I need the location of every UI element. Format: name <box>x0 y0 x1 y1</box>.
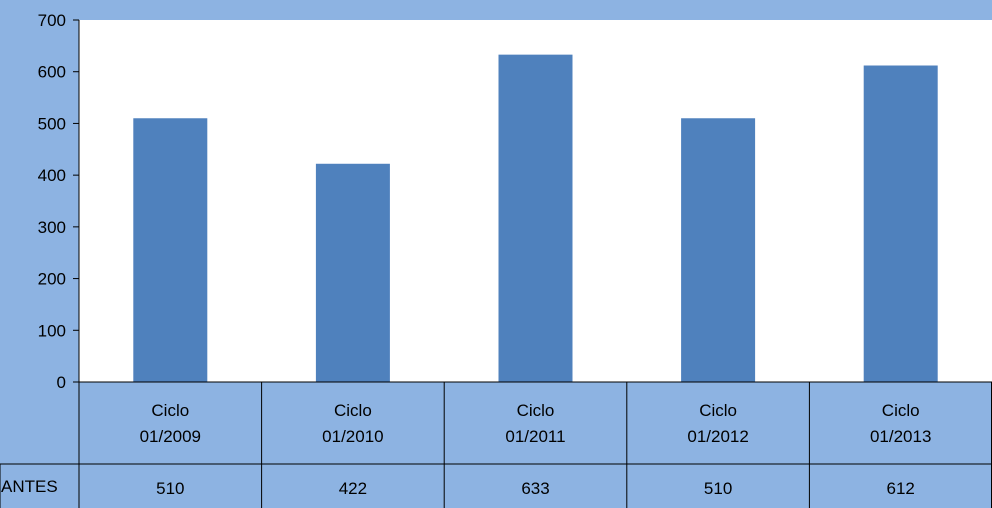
x-category-label: Ciclo 01/2010 <box>322 401 383 446</box>
bar <box>133 118 207 382</box>
x-category-label: Ciclo 01/2012 <box>687 401 748 446</box>
y-tick-label: 400 <box>38 166 66 185</box>
y-tick-label: 100 <box>38 321 66 340</box>
bar <box>316 164 390 382</box>
data-table-value: 422 <box>339 479 367 498</box>
y-tick-label: 700 <box>38 11 66 30</box>
bar <box>864 66 938 382</box>
data-table-value: 633 <box>521 479 549 498</box>
data-table: Ciclo 01/2009 Ciclo 01/2010 Ciclo 01/2011 Cicl… <box>0 382 992 508</box>
y-tick-label: 0 <box>57 373 66 392</box>
data-table-value: 510 <box>704 479 732 498</box>
x-category-label: Ciclo 01/2011 <box>505 401 565 446</box>
x-category-label: Ciclo 01/2013 <box>870 401 931 446</box>
y-tick-label: 500 <box>38 114 66 133</box>
data-table-value: 612 <box>887 479 915 498</box>
y-axis: 0 100 200 300 400 500 600 700 <box>38 11 79 392</box>
bar <box>681 118 755 382</box>
x-category-label: Ciclo 01/2009 <box>140 401 201 446</box>
bar <box>499 55 573 382</box>
data-table-value: 510 <box>156 479 184 498</box>
y-tick-label: 300 <box>38 218 66 237</box>
y-tick-label: 200 <box>38 270 66 289</box>
series-row-label: ANTES <box>1 477 58 496</box>
y-tick-label: 600 <box>38 63 66 82</box>
